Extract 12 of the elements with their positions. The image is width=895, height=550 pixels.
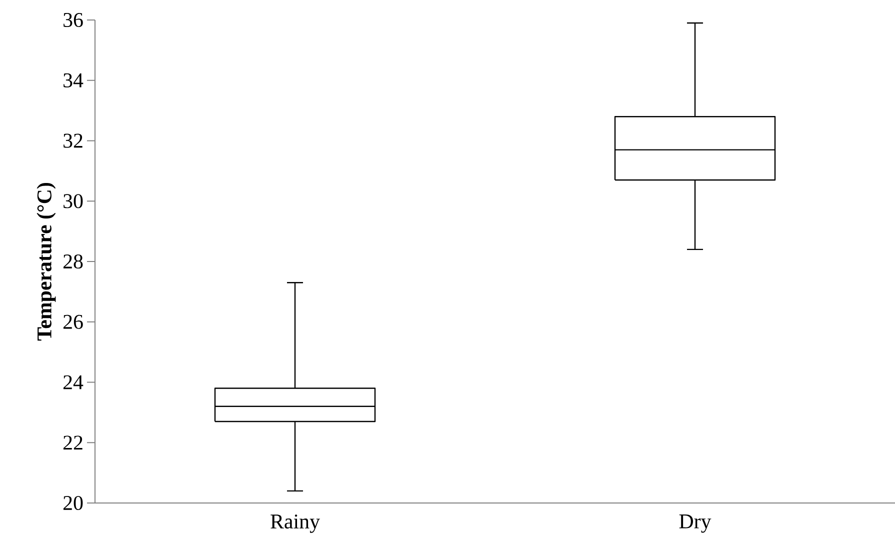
y-tick-label: 30 [64,194,83,208]
y-tick-label: 28 [63,254,83,269]
y-axis-title: Temperature (°C) [36,182,56,341]
y-tick-label: 22 [63,436,82,450]
y-tick-label: 24 [63,375,84,390]
y-tick-label: 36 [64,12,83,28]
y-tick-label: 34 [64,73,84,88]
y-tick-label: 32 [64,134,82,148]
y-tick-label: 20 [63,496,83,510]
x-tick-label: Rainy [270,514,320,533]
y-tick-label: 26 [63,314,83,329]
x-tick-label: Dry [679,514,712,533]
